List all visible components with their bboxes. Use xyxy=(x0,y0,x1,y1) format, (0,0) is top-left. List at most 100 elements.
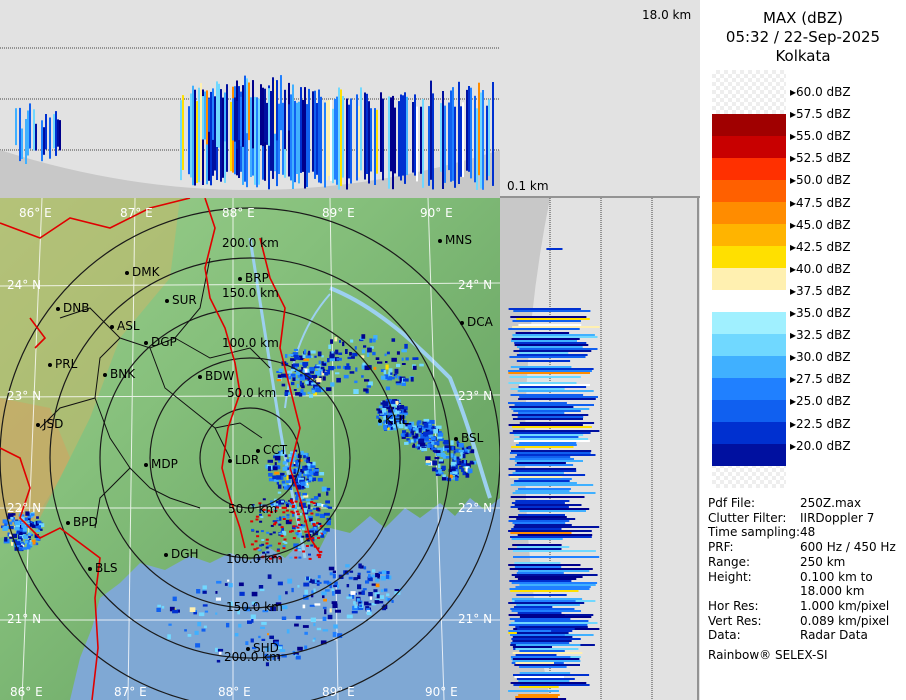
top-height-profile xyxy=(0,0,500,198)
legend-level-label: ▸40.0 dBZ xyxy=(790,261,851,276)
place-label: BDW xyxy=(205,369,235,383)
lon-label: 89° E xyxy=(322,685,355,699)
place-label: BNK xyxy=(110,367,136,381)
place-marker xyxy=(238,277,242,281)
place-label: SHD xyxy=(253,641,279,655)
place-marker xyxy=(165,299,169,303)
legend-level-label: ▸22.5 dBZ xyxy=(790,416,851,431)
place-label: DCA xyxy=(467,315,493,329)
legend-swatch xyxy=(712,312,786,334)
place-label: DNB xyxy=(63,301,90,315)
terrain-shadow xyxy=(0,150,500,198)
ring-label: 150.0 km xyxy=(226,600,283,614)
legend-swatch xyxy=(712,114,786,136)
lon-label: 88° E xyxy=(222,206,255,220)
place-marker xyxy=(256,449,260,453)
info-value: 0.100 km to xyxy=(800,569,873,584)
info-value: IIRDoppler 7 xyxy=(800,510,875,525)
lon-label: 87° E xyxy=(120,206,153,220)
ring-label: 100.0 km xyxy=(222,336,279,350)
info-value: 250 km xyxy=(800,554,846,569)
lon-label: 89° E xyxy=(322,206,355,220)
lat-label: 24° N xyxy=(458,278,493,292)
place-marker xyxy=(454,437,458,441)
info-key: Range: xyxy=(708,554,751,569)
legend-swatch xyxy=(712,356,786,378)
place-marker xyxy=(66,521,70,525)
range-rings xyxy=(0,207,500,700)
info-key: Pdf File: xyxy=(708,496,756,510)
lat-label: 23° N xyxy=(7,389,42,403)
lat-label: 21° N xyxy=(7,612,42,626)
place-label: SUR xyxy=(172,293,197,307)
legend-level-label: ▸42.5 dBZ xyxy=(790,239,851,254)
ring-label: 150.0 km xyxy=(222,286,279,300)
place-label: KHL xyxy=(385,413,409,427)
map-label-layer: 86° E 87° E 88° E 89° E 90° E 86° E 87° … xyxy=(0,198,500,700)
info-value: 18.000 km xyxy=(800,584,865,599)
legend-level-label: ▸27.5 dBZ xyxy=(790,372,851,387)
place-marker xyxy=(125,271,129,275)
river xyxy=(329,286,492,499)
place-label: BLS xyxy=(95,561,118,575)
lat-label: 22° N xyxy=(7,501,42,515)
legend-level-label: ▸25.0 dBZ xyxy=(790,394,851,409)
legend-level-label: ▸55.0 dBZ xyxy=(790,129,851,144)
info-key: PRF: xyxy=(708,540,734,555)
place-label: PRL xyxy=(55,357,78,371)
place-label: DGH xyxy=(171,547,199,561)
place-marker xyxy=(144,341,148,345)
lat-label: 22° N xyxy=(458,501,493,515)
legend-swatch xyxy=(712,378,786,400)
info-value: Radar Data xyxy=(800,628,868,643)
legend-swatch xyxy=(712,180,786,202)
top-profile-plot xyxy=(0,47,500,198)
info-value: 250Z.max xyxy=(800,496,862,510)
right-echo-rows xyxy=(508,248,600,700)
legend-level-label: ▸37.5 dBZ xyxy=(790,283,851,298)
lon-label: 88° E xyxy=(218,685,251,699)
right-height-profile xyxy=(500,198,700,700)
lon-label: 87° E xyxy=(114,685,147,699)
place-label: JSD xyxy=(43,417,64,431)
station-name: Kolkata xyxy=(775,47,831,65)
place-marker xyxy=(36,423,40,427)
state-borders xyxy=(0,198,321,700)
place-marker xyxy=(88,567,92,571)
lon-label: 90° E xyxy=(425,685,458,699)
info-key: Data: xyxy=(708,628,741,643)
ring-label: 200.0 km xyxy=(224,650,281,664)
legend-level-label: ▸47.5 dBZ xyxy=(790,195,851,210)
place-label: BPD xyxy=(73,515,98,529)
place-label: MDP xyxy=(151,457,178,471)
place-marker xyxy=(198,375,202,379)
legend-swatch xyxy=(712,400,786,422)
legend-swatch xyxy=(712,268,786,290)
place-label: MNS xyxy=(445,233,472,247)
place-label: CCT xyxy=(263,443,288,457)
legend-level-label: ▸57.5 dBZ xyxy=(790,107,851,122)
corner-panel: 18.0 km 0.1 km xyxy=(500,0,700,198)
lat-label: 24° N xyxy=(7,278,42,292)
place-marker xyxy=(103,373,107,377)
bottom-height-label: 0.1 km xyxy=(507,179,549,193)
top-height-label: 18.0 km xyxy=(642,8,692,22)
lon-label: 86° E xyxy=(19,206,52,220)
legend-level-label: ▸32.5 dBZ xyxy=(790,328,851,343)
ring-label: 100.0 km xyxy=(226,552,283,566)
place-label: LDR xyxy=(235,453,260,467)
place-marker xyxy=(56,307,60,311)
legend-level-label: ▸30.0 dBZ xyxy=(790,350,851,365)
ring-label: 200.0 km xyxy=(222,236,279,250)
legend-swatch xyxy=(712,202,786,224)
info-value: 0.089 km/pixel xyxy=(800,613,890,628)
place-marker xyxy=(228,459,232,463)
radar-echoes xyxy=(1,334,477,667)
map-canvas xyxy=(0,198,500,700)
place-marker xyxy=(438,239,442,243)
place-label: DMK xyxy=(132,265,160,279)
lon-label: 90° E xyxy=(420,206,453,220)
place-marker xyxy=(110,325,114,329)
info-value: 1.000 km/pixel xyxy=(800,598,890,613)
legend-level-label: ▸35.0 dBZ xyxy=(790,306,851,320)
